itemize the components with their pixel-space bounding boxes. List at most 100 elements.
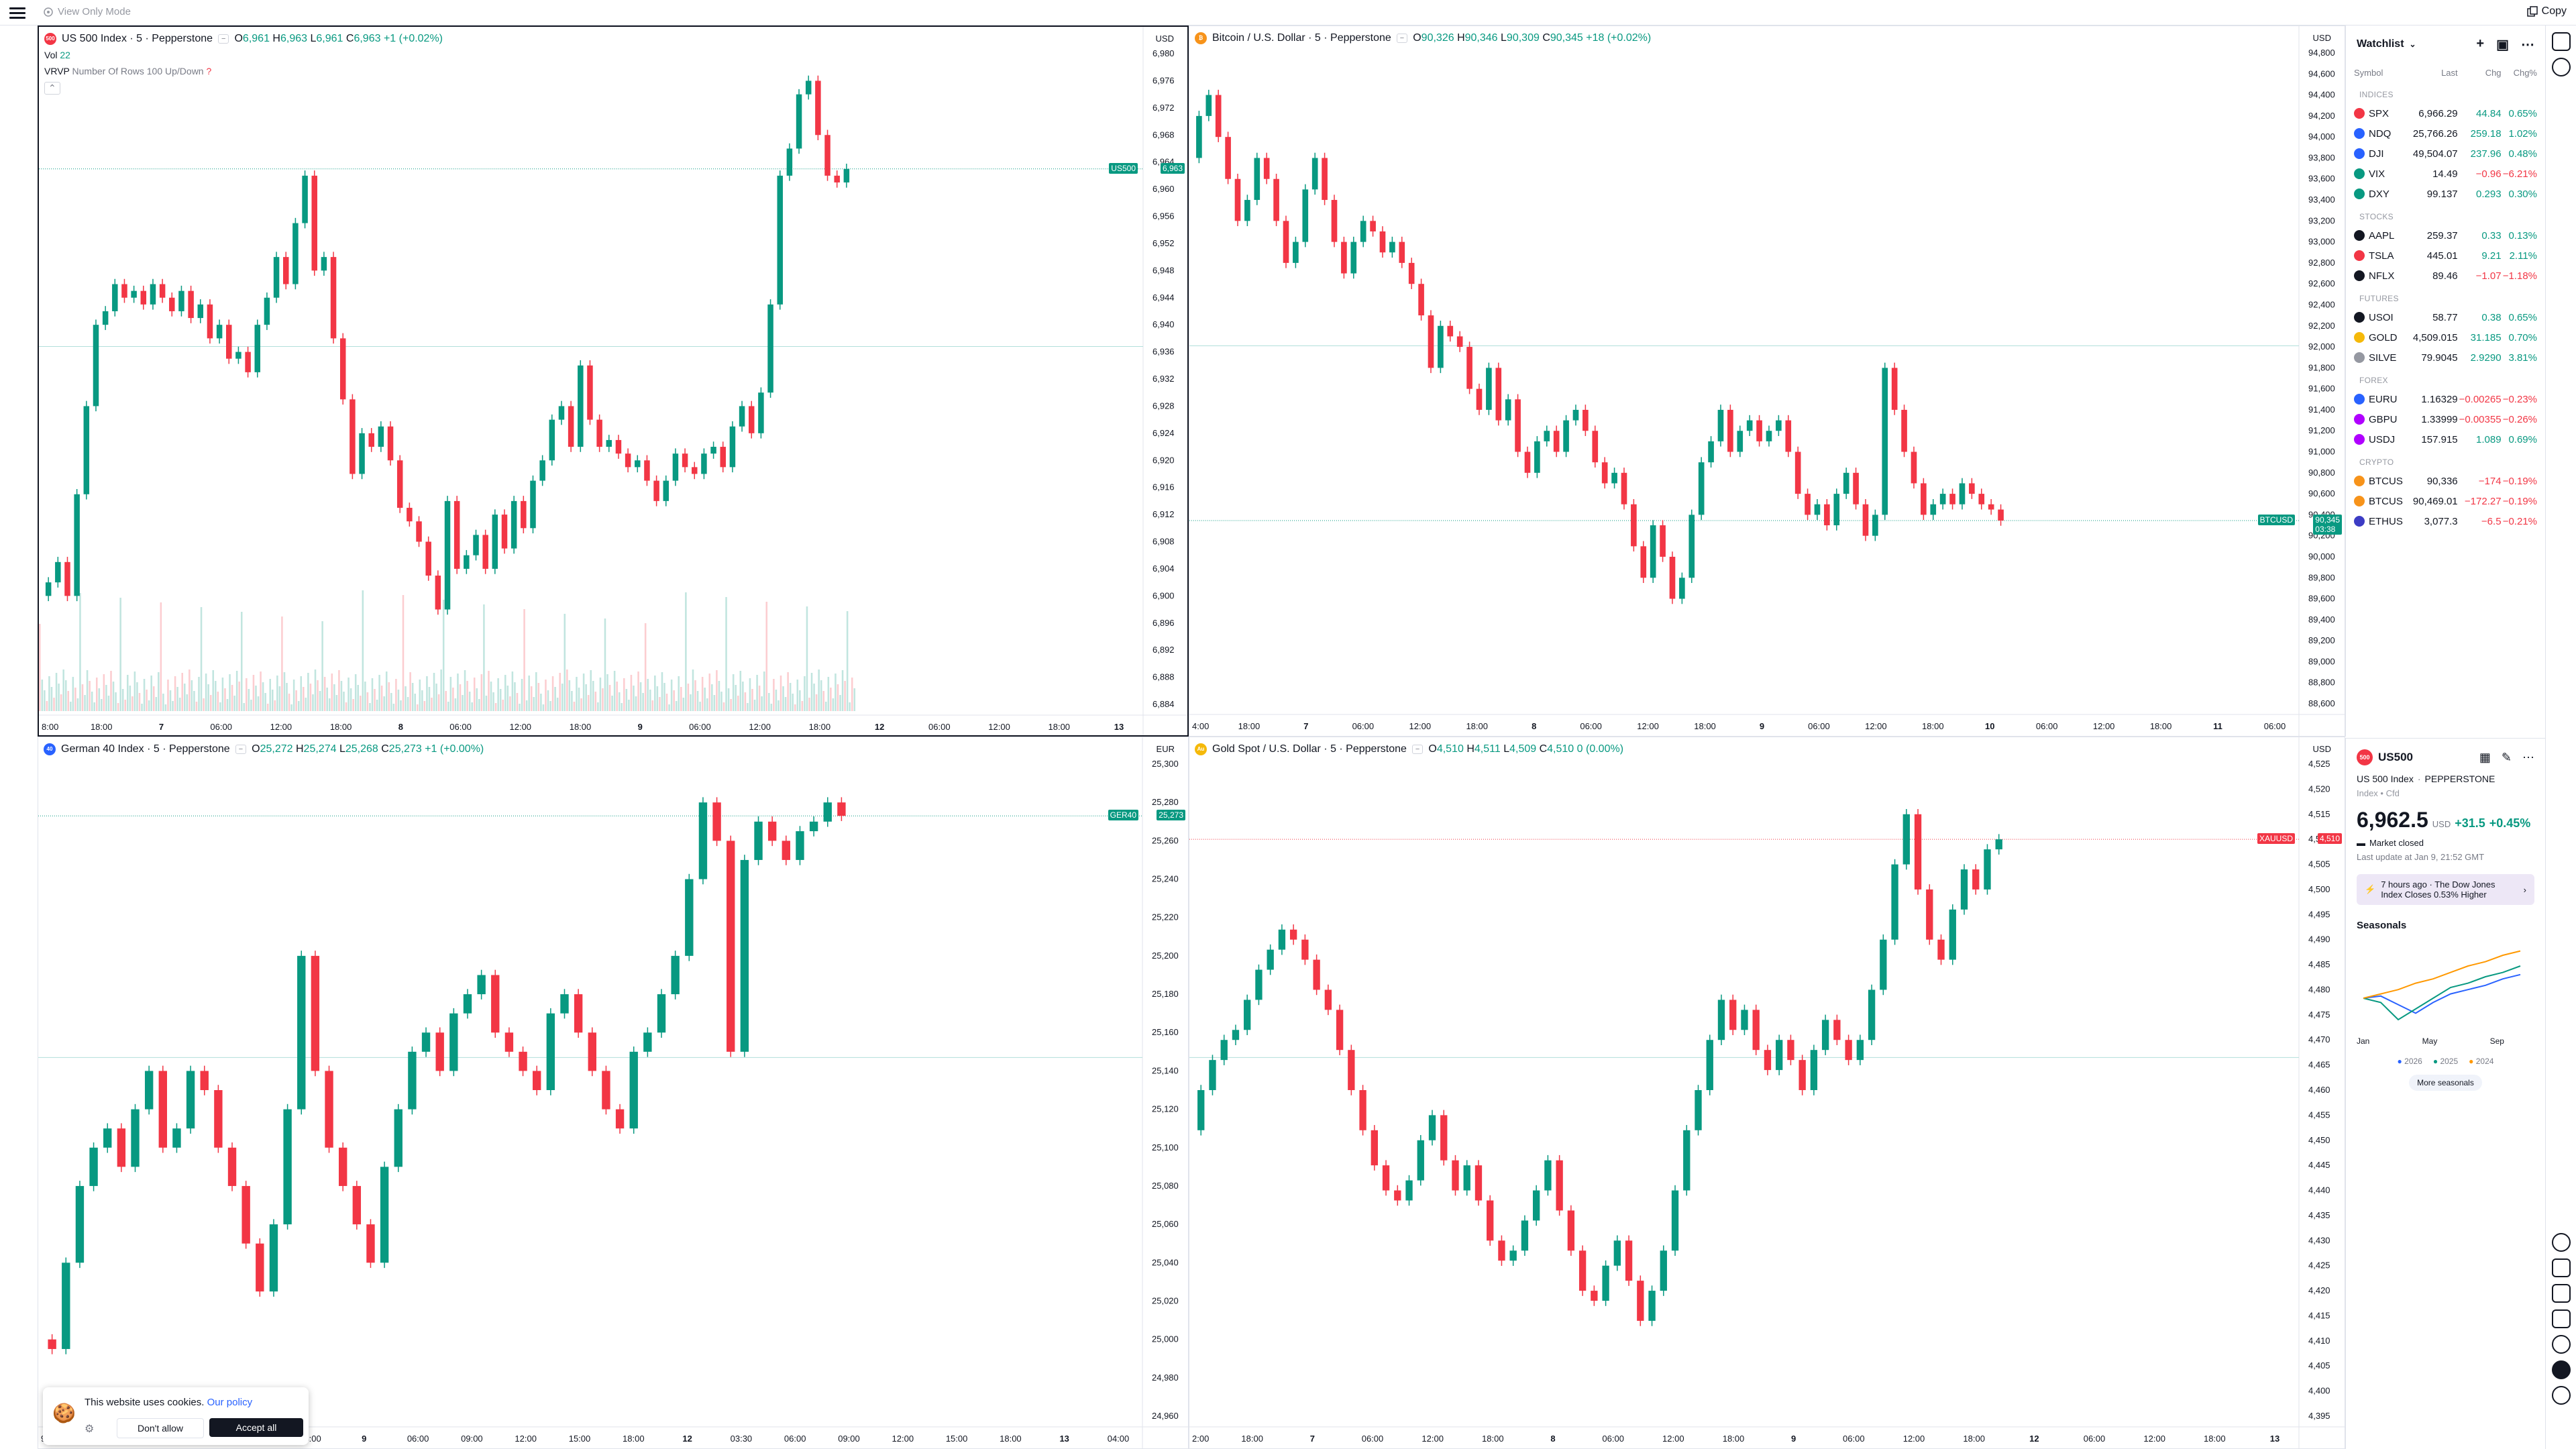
currency-label[interactable]: USD <box>2312 744 2331 754</box>
watchlist-row[interactable]: DXY 99.137 0.293 0.30% <box>2346 184 2545 204</box>
watchlist-row[interactable]: GOLD 4,509.015 31.185 0.70% <box>2346 327 2545 347</box>
watchlist-icon[interactable] <box>2551 32 2571 51</box>
candle <box>350 399 356 474</box>
price-chart[interactable]: 4,525 4,520 4,515 4,510 4,505 4,500 4,495 4,490… <box>1189 737 2345 1449</box>
watchlist-row[interactable]: AAPL 259.37 0.33 0.13% <box>2346 225 2545 246</box>
watchlist-row[interactable]: ETHUS 3,077.3 −6.5 −0.21% <box>2346 511 2545 531</box>
more-icon[interactable]: ⋯ <box>2521 37 2534 52</box>
chart-pane[interactable]: ₿ Bitcoin / U.S. Dollar · 5 · Pepperston… <box>1189 25 2345 737</box>
watchlist-row[interactable]: GBPU 1.33999 −0.00355 −0.26% <box>2346 409 2545 429</box>
col-last[interactable]: Last <box>2441 67 2458 78</box>
volume-bar <box>229 674 231 711</box>
policy-link[interactable]: Our policy <box>207 1397 253 1408</box>
watchlist-section[interactable]: STOCKS <box>2359 212 2394 221</box>
time-tick-label: 06:00 <box>1362 1434 1384 1444</box>
watchlist-section[interactable]: INDICES <box>2359 90 2394 99</box>
watchlist-row[interactable]: USOI 58.77 0.38 0.65% <box>2346 307 2545 327</box>
candle <box>1845 1040 1852 1061</box>
deny-cookies-button[interactable]: Don't allow <box>117 1418 204 1438</box>
watchlist-row[interactable]: BTCUS 90,469.01 −172.27 −0.19% <box>2346 491 2545 511</box>
watchlist-row[interactable]: NDQ 25,766.26 259.18 1.02% <box>2346 123 2545 144</box>
target-icon[interactable] <box>2552 1233 2571 1252</box>
candle <box>519 1051 527 1071</box>
chart-title[interactable]: US 500 Index · 5 · Pepperstone <box>62 33 213 44</box>
watchlist-section[interactable]: FOREX <box>2359 376 2388 385</box>
watchlist-row[interactable]: USDJ 157.915 1.089 0.69% <box>2346 429 2545 449</box>
volume-bar <box>440 669 442 711</box>
more-seasonals-button[interactable]: More seasonals <box>2409 1075 2482 1091</box>
hide-indicator-button[interactable]: − <box>218 34 229 44</box>
help-icon[interactable] <box>2552 1386 2571 1405</box>
add-symbol-icon[interactable]: + <box>2476 36 2485 51</box>
chart-title[interactable]: Gold Spot / U.S. Dollar · 5 · Pepperston… <box>1212 743 1407 755</box>
watchlist-row[interactable]: VIX 14.49 −0.96 −6.21% <box>2346 164 2545 184</box>
watchlist-row[interactable]: SPX 6,966.29 44.84 0.65% <box>2346 103 2545 123</box>
price-tick-label: 25,040 <box>1152 1257 1179 1267</box>
layout-icon[interactable]: ▣ <box>2496 37 2509 52</box>
candle <box>1717 1000 1725 1040</box>
bell-icon[interactable] <box>2552 1335 2571 1354</box>
watchlist-row[interactable]: NFLX 89.46 −1.07 −1.18% <box>2346 266 2545 286</box>
candle <box>767 821 777 841</box>
watchlist-row[interactable]: BTCUS 90,336 −174 −0.19% <box>2346 471 2545 491</box>
hide-indicator-button[interactable]: − <box>1411 745 1424 754</box>
news-card[interactable]: ⚡ 7 hours ago · The Dow Jones Index Clos… <box>2357 874 2534 905</box>
currency-label[interactable]: EUR <box>1156 744 1175 754</box>
watchlist-section[interactable]: CRYPTO <box>2359 458 2394 467</box>
watchlist-last: 90,469.01 <box>2412 495 2458 507</box>
hide-indicator-button[interactable]: − <box>1396 34 1408 43</box>
price-tick-label: 6,920 <box>1152 455 1175 465</box>
edit-icon[interactable]: ✎ <box>2501 750 2512 764</box>
chart-title[interactable]: Bitcoin / U.S. Dollar · 5 · Pepperstone <box>1212 32 1391 44</box>
chart-title[interactable]: German 40 Index · 5 · Pepperstone <box>61 743 230 755</box>
volume-bar <box>317 680 319 711</box>
candle <box>1810 1050 1818 1090</box>
news-feed-icon[interactable] <box>2552 1309 2571 1328</box>
copy-label: Copy <box>2541 5 2567 17</box>
watchlist-chg: −0.00265 <box>2459 393 2502 405</box>
watchlist-section[interactable]: FUTURES <box>2359 294 2399 303</box>
candle <box>380 1167 389 1263</box>
more-icon[interactable]: ⋯ <box>2522 750 2534 764</box>
watchlist-row[interactable]: EURU 1.16329 −0.00265 −0.23% <box>2346 389 2545 409</box>
symbol-logo: Au <box>1195 743 1207 755</box>
col-chg-pct[interactable]: Chg% <box>2513 67 2537 78</box>
candle <box>1331 200 1338 242</box>
settings-icon[interactable]: ⚙ <box>85 1424 95 1435</box>
hide-indicator-button[interactable]: − <box>235 745 247 754</box>
chart-pane[interactable]: 40 German 40 Index · 5 · Pepperstone − O… <box>38 737 1189 1449</box>
ideas-icon[interactable] <box>2552 1258 2571 1277</box>
currency-label[interactable]: USD <box>1155 34 1174 44</box>
price-chart[interactable]: 6,9806,9766,9726,9686,9646,9606,9566,952… <box>39 27 1189 737</box>
col-chg[interactable]: Chg <box>2485 67 2502 78</box>
volume-bar <box>388 682 390 711</box>
candle <box>131 290 137 298</box>
copy-button[interactable]: Copy <box>2526 5 2567 17</box>
apps-icon[interactable] <box>2552 1360 2571 1379</box>
currency-label[interactable]: USD <box>2312 33 2331 43</box>
grid-icon[interactable]: ▦ <box>2479 750 2491 764</box>
candle <box>1572 409 1579 421</box>
candle <box>1911 451 1917 484</box>
accept-cookies-button[interactable]: Accept all <box>209 1418 303 1437</box>
calendar-icon[interactable] <box>2552 1284 2571 1303</box>
volume-bar <box>198 677 200 711</box>
chevron-down-icon[interactable]: ⌄ <box>2409 40 2416 49</box>
col-symbol[interactable]: Symbol <box>2354 67 2383 78</box>
menu-icon[interactable] <box>9 5 25 21</box>
volume-bar <box>39 624 41 711</box>
chart-pane[interactable]: Au Gold Spot / U.S. Dollar · 5 · Peppers… <box>1189 737 2345 1449</box>
volume-bar <box>789 683 792 711</box>
watchlist-row[interactable]: DJI 49,504.07 237.96 0.48% <box>2346 144 2545 164</box>
alert-clock-icon[interactable] <box>2551 58 2571 76</box>
watchlist-row[interactable]: TSLA 445.01 9.21 2.11% <box>2346 246 2545 266</box>
collapse-legend-button[interactable]: ⌃ <box>44 82 60 95</box>
watchlist-row[interactable]: SILVE 79.9045 2.9290 3.81% <box>2346 347 2545 368</box>
price-chart[interactable]: 25,300 25,280 25,260 25,240 25,220 25,200 25,1… <box>38 737 1189 1449</box>
chart-pane[interactable]: 500 US 500 Index · 5 · Pepperstone − O6,… <box>38 25 1189 737</box>
price-chart[interactable]: 94,800 94,600 94,400 94,200 94,000 93,800 93,6… <box>1189 26 2345 737</box>
watchlist-chg-pct: 0.69% <box>2508 433 2537 445</box>
details-full-name[interactable]: US 500 Index <box>2357 773 2414 784</box>
volume-bar <box>60 694 62 711</box>
watchlist-title[interactable]: Watchlist <box>2357 38 2404 50</box>
